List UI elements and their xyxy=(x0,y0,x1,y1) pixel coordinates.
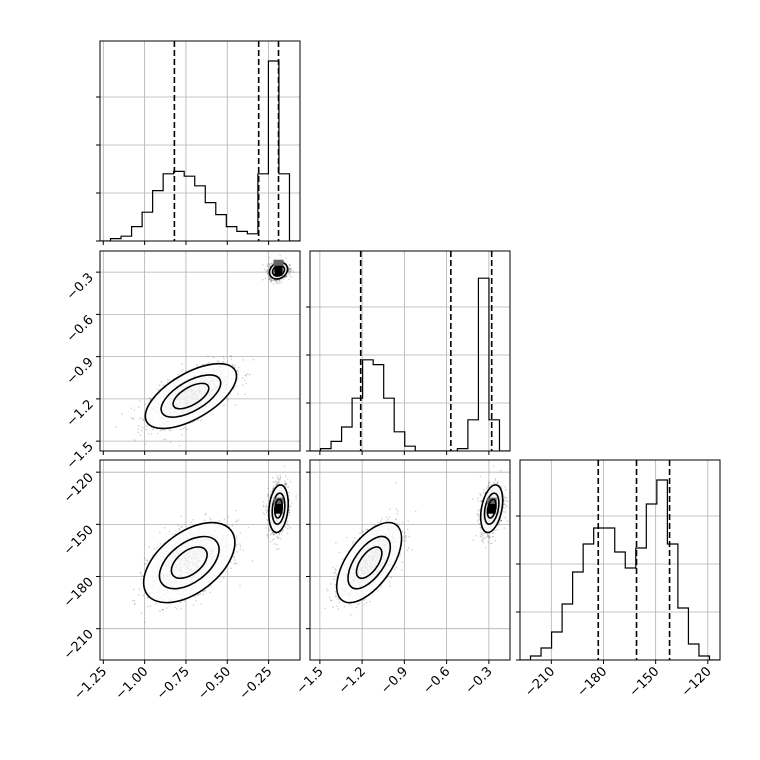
y-tick-label: −0.6 xyxy=(64,313,97,346)
x-tick-label: −0.6 xyxy=(421,664,454,697)
x-tick-label: −0.3 xyxy=(463,664,496,697)
x-tick-label: −210 xyxy=(522,664,558,700)
y-tick-label: −150 xyxy=(61,523,97,559)
y-tick-label: −210 xyxy=(61,627,97,663)
density-peak xyxy=(487,503,496,514)
contour-level-1 xyxy=(335,521,403,604)
contour-level-1 xyxy=(144,362,238,430)
y-tick-label: −0.9 xyxy=(64,355,97,388)
contour-level-3 xyxy=(355,546,383,580)
x-tick-label: −0.9 xyxy=(378,664,411,697)
corner-plot-panels: −210 −180 −150 −120−1.5−1.2−0.9−0.6−0.3−1.2… xyxy=(61,40,721,703)
x-tick-label: −0.50 xyxy=(195,664,234,703)
x-tick-label: −1.00 xyxy=(113,664,152,703)
axes-frame xyxy=(99,250,301,452)
histogram-param-2 xyxy=(306,250,511,455)
y-tick-label: −180 xyxy=(61,575,97,611)
joint-panel-2-1: −1.5 −1.2 −0.9 −0.6 −0.3 xyxy=(64,250,301,472)
contour-level-3 xyxy=(274,266,283,275)
axes-frame xyxy=(309,250,511,452)
contour-level-3 xyxy=(486,498,497,519)
y-tick-label: −120 xyxy=(61,470,97,506)
joint-panel-3-2: −1.5 −1.2 −0.9 −0.6 −0.3 xyxy=(294,459,511,697)
contour-level-1 xyxy=(142,521,236,604)
axes-frame xyxy=(99,459,301,661)
joint-panel-3-1: −1.25 −1.00 −0.75 −0.50 −0.25 −210 −180 −150 −12… xyxy=(61,459,301,703)
histogram-step xyxy=(100,60,300,241)
contour-level-2 xyxy=(160,374,222,418)
contour-level-2 xyxy=(347,535,392,590)
x-tick-label: −1.25 xyxy=(71,664,110,703)
sample-points xyxy=(115,254,295,447)
histogram-step xyxy=(520,479,720,660)
y-tick-label: −0.3 xyxy=(64,270,97,303)
contour-level-2 xyxy=(483,492,500,526)
x-tick-label: −0.75 xyxy=(154,664,193,703)
histogram-param-3: −210 −180 −150 −120 xyxy=(516,459,721,700)
contour-level-3 xyxy=(273,498,284,519)
density-peak xyxy=(273,259,284,266)
x-tick-label: −150 xyxy=(627,664,663,700)
contour-level-2 xyxy=(271,492,286,526)
contour-level-2 xyxy=(158,535,220,590)
density-peak xyxy=(273,497,284,504)
axes-frame xyxy=(519,459,721,661)
axes-frame xyxy=(99,40,301,242)
histogram-param-1 xyxy=(96,40,301,245)
histogram-step xyxy=(310,277,510,451)
density-peak xyxy=(274,265,283,276)
x-tick-label: −120 xyxy=(679,664,715,700)
x-tick-label: −0.25 xyxy=(237,664,276,703)
x-tick-label: −1.2 xyxy=(336,664,369,697)
y-tick-label: −1.2 xyxy=(64,397,97,430)
contour-level-3 xyxy=(172,382,210,410)
contour-level-3 xyxy=(170,546,208,580)
axes-frame xyxy=(309,459,511,661)
x-tick-label: −180 xyxy=(574,664,610,700)
density-peak xyxy=(274,503,283,514)
x-tick-label: −1.5 xyxy=(294,664,327,697)
y-tick-label: −1.5 xyxy=(64,439,97,472)
